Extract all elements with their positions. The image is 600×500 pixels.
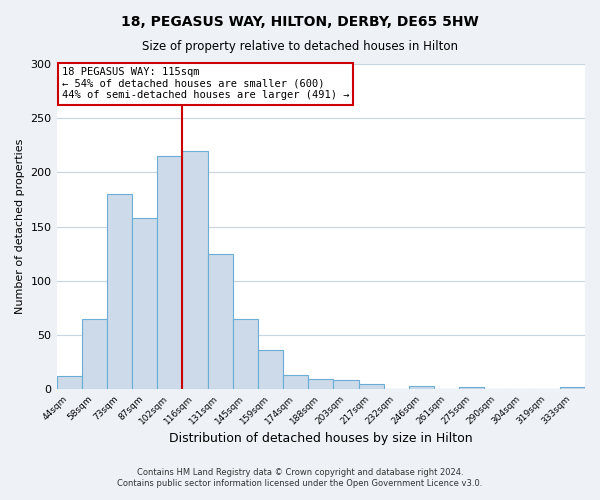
- Bar: [359, 384, 383, 390]
- Bar: [82, 319, 107, 390]
- Text: Contains HM Land Registry data © Crown copyright and database right 2024.
Contai: Contains HM Land Registry data © Crown c…: [118, 468, 482, 487]
- Bar: [283, 376, 308, 390]
- Bar: [334, 380, 359, 390]
- Bar: [182, 151, 208, 390]
- Text: Size of property relative to detached houses in Hilton: Size of property relative to detached ho…: [142, 40, 458, 53]
- Bar: [258, 350, 283, 390]
- Bar: [409, 386, 434, 390]
- Bar: [157, 156, 182, 390]
- X-axis label: Distribution of detached houses by size in Hilton: Distribution of detached houses by size …: [169, 432, 473, 445]
- Bar: [56, 376, 82, 390]
- Text: 18 PEGASUS WAY: 115sqm
← 54% of detached houses are smaller (600)
44% of semi-de: 18 PEGASUS WAY: 115sqm ← 54% of detached…: [62, 68, 349, 100]
- Bar: [107, 194, 132, 390]
- Bar: [208, 254, 233, 390]
- Text: 18, PEGASUS WAY, HILTON, DERBY, DE65 5HW: 18, PEGASUS WAY, HILTON, DERBY, DE65 5HW: [121, 15, 479, 29]
- Bar: [132, 218, 157, 390]
- Y-axis label: Number of detached properties: Number of detached properties: [15, 139, 25, 314]
- Bar: [459, 388, 484, 390]
- Bar: [560, 388, 585, 390]
- Bar: [233, 319, 258, 390]
- Bar: [308, 378, 334, 390]
